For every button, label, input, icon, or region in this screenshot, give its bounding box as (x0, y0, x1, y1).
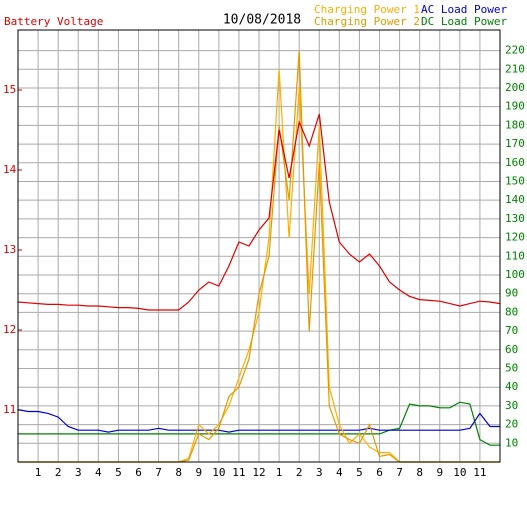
series-line (18, 401, 500, 446)
x-tick-label: 8 (175, 466, 182, 479)
y2-tick-label: 10 (505, 436, 518, 449)
x-tick-label: 10 (453, 466, 466, 479)
legend-entry: Charging Power 2 (314, 15, 420, 28)
x-tick-label: 7 (155, 466, 162, 479)
y2-tick-label: 180 (505, 118, 525, 131)
y2-tick-label: 140 (505, 193, 525, 206)
x-tick-label: 5 (115, 466, 122, 479)
y2-tick-label: 70 (505, 324, 518, 337)
x-tick-label: 4 (336, 466, 343, 479)
x-tick-label: 6 (376, 466, 383, 479)
x-tick-label: 10 (212, 466, 225, 479)
y-tick-label: 15 (3, 83, 16, 96)
x-tick-label: 8 (416, 466, 423, 479)
x-tick-label: 3 (75, 466, 82, 479)
x-tick-label: 1 (35, 466, 42, 479)
y2-tick-label: 80 (505, 305, 518, 318)
y2-tick-label: 120 (505, 231, 525, 244)
legend-entry: AC Load Power (421, 3, 507, 16)
y2-tick-label: 160 (505, 156, 525, 169)
y-tick-label: 12 (3, 323, 16, 336)
y2-tick-label: 210 (505, 62, 525, 75)
x-tick-label: 6 (135, 466, 142, 479)
chart-title: 10/08/2018 (223, 13, 301, 28)
series-line (17, 113, 501, 311)
y2-tick-label: 30 (505, 399, 518, 412)
y-tick-label: 11 (3, 403, 16, 416)
y2-tick-label: 170 (505, 137, 525, 150)
x-tick-label: 11 (473, 466, 486, 479)
legend-entry: DC Load Power (421, 15, 507, 28)
series-line (17, 409, 500, 433)
x-tick-label: 2 (55, 466, 62, 479)
x-tick-label: 9 (195, 466, 202, 479)
y2-tick-label: 200 (505, 81, 525, 94)
y2-tick-label: 190 (505, 100, 525, 113)
y-tick-label: 14 (3, 163, 17, 176)
x-tick-label: 12 (252, 466, 265, 479)
x-tick-label: 9 (436, 466, 443, 479)
x-tick-label: 11 (232, 466, 245, 479)
x-tick-label: 3 (316, 466, 323, 479)
y2-tick-label: 50 (505, 361, 518, 374)
x-tick-label: 7 (396, 466, 403, 479)
y2-tick-label: 40 (505, 380, 518, 393)
x-tick-label: 5 (356, 466, 363, 479)
y2-tick-label: 130 (505, 212, 525, 225)
y2-tick-label: 20 (505, 418, 518, 431)
legend-entry: Battery Voltage (4, 15, 103, 28)
y2-tick-label: 150 (505, 174, 525, 187)
y2-tick-label: 90 (505, 287, 518, 300)
x-tick-label: 2 (296, 466, 303, 479)
y2-tick-label: 220 (505, 44, 525, 57)
y2-tick-label: 100 (505, 268, 525, 281)
legend-entry: Charging Power 1 (314, 3, 420, 16)
x-tick-label: 4 (95, 466, 102, 479)
plot-border (17, 29, 501, 463)
y2-tick-label: 110 (505, 249, 525, 262)
x-tick-label: 1 (276, 466, 283, 479)
y-tick-label: 13 (3, 243, 16, 256)
y2-tick-label: 60 (505, 343, 518, 356)
